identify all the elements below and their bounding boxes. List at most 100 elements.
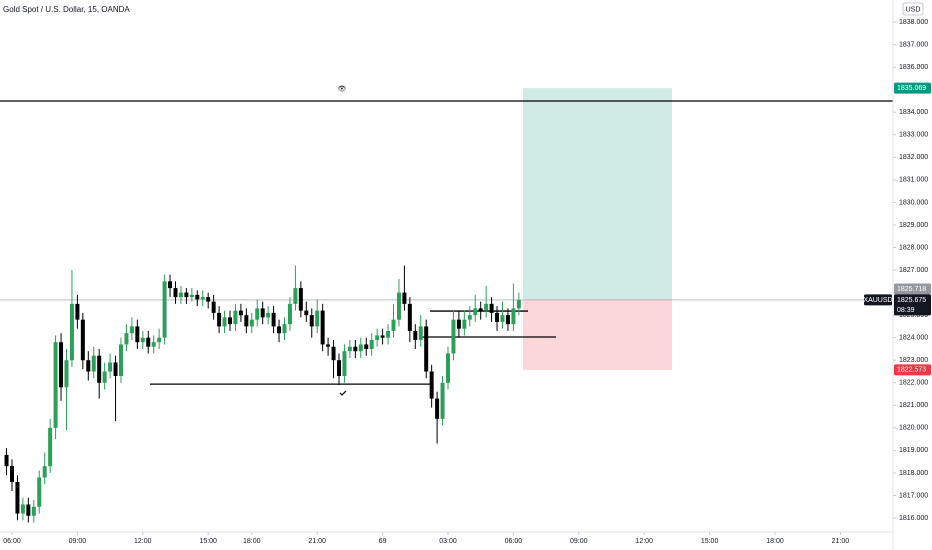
candle-body bbox=[129, 326, 134, 334]
candle-body bbox=[91, 355, 96, 372]
candle-body bbox=[298, 288, 303, 311]
candle-body bbox=[75, 303, 80, 320]
candle-body bbox=[375, 335, 380, 340]
plot-area bbox=[0, 88, 893, 523]
candle-body bbox=[467, 315, 472, 320]
currency[interactable]: USD bbox=[906, 6, 921, 13]
candle-body bbox=[315, 310, 320, 327]
stop-label: 1822.573 bbox=[897, 367, 926, 374]
x-tick-label: 69 bbox=[379, 538, 387, 545]
last-price-bg bbox=[894, 294, 931, 316]
y-tick-label: 1819.000 bbox=[899, 447, 928, 454]
axis-layer: 1816.000 1817.000 1818.000 1819.000 1820.000… bbox=[3, 19, 931, 545]
currency-box[interactable] bbox=[902, 2, 924, 16]
profit-zone bbox=[523, 88, 672, 299]
candle-body bbox=[287, 303, 292, 325]
candle-body bbox=[42, 466, 47, 478]
candle-body bbox=[206, 297, 211, 302]
y-tick-label: 1837.000 bbox=[899, 41, 928, 48]
x-tick-label: 03:00 bbox=[439, 538, 457, 545]
candle-body bbox=[336, 360, 341, 377]
candle-body bbox=[266, 312, 271, 318]
candle-body bbox=[282, 324, 287, 334]
candle-body bbox=[9, 466, 14, 482]
candle-body bbox=[304, 310, 309, 316]
loss-zone bbox=[523, 298, 672, 370]
y-tick-label: 1824.000 bbox=[899, 335, 928, 342]
x-tick-label: 06:00 bbox=[3, 538, 21, 545]
candle-body bbox=[102, 371, 107, 383]
candle-body bbox=[233, 310, 238, 325]
candle-body bbox=[64, 360, 69, 388]
eye-icon[interactable]: 👁 bbox=[338, 85, 347, 93]
x-tick-label: 12:00 bbox=[134, 538, 152, 545]
countdown: 08:39 bbox=[897, 307, 915, 314]
candle-body bbox=[217, 312, 222, 327]
y-tick-label: 1830.000 bbox=[899, 199, 928, 206]
candle-body bbox=[86, 360, 91, 372]
stop-label-bg bbox=[894, 364, 931, 376]
candle-body bbox=[451, 319, 456, 354]
candle-body bbox=[157, 337, 162, 343]
x-tick-label: 21:00 bbox=[832, 538, 850, 545]
y-tick-label: 1827.000 bbox=[899, 267, 928, 274]
candle-body bbox=[424, 326, 429, 372]
candle-body bbox=[396, 292, 401, 320]
check-icon bbox=[339, 390, 347, 396]
candle-body bbox=[31, 506, 36, 516]
candle-body bbox=[173, 288, 178, 298]
candle-body bbox=[48, 427, 53, 467]
candle-body bbox=[200, 297, 205, 300]
x-tick-label: 15:00 bbox=[199, 538, 217, 545]
y-tick-label: 1829.000 bbox=[899, 222, 928, 229]
y-tick-label: 1834.000 bbox=[899, 109, 928, 116]
candle-body bbox=[500, 315, 505, 322]
candle-body bbox=[59, 342, 64, 388]
candle-body bbox=[484, 303, 489, 311]
candle-body bbox=[108, 362, 113, 372]
candle-body bbox=[489, 303, 494, 313]
last-price-label: 1825.675 bbox=[897, 297, 926, 304]
symbol-bg bbox=[864, 294, 892, 306]
candle-body bbox=[244, 315, 249, 327]
candle-body bbox=[391, 319, 396, 331]
y-tick-label: 1821.000 bbox=[899, 402, 928, 409]
candle-body bbox=[255, 308, 260, 320]
y-tick-label: 1822.000 bbox=[899, 380, 928, 387]
candle-body bbox=[353, 346, 358, 352]
y-tick-label: 1825.000 bbox=[899, 312, 928, 319]
y-tick-label: 1817.000 bbox=[899, 492, 928, 499]
candle-body bbox=[462, 319, 467, 329]
candle-body bbox=[118, 344, 123, 377]
y-tick-label: 1816.000 bbox=[899, 515, 928, 522]
x-tick-label: 18:00 bbox=[243, 538, 261, 545]
candle-body bbox=[151, 342, 156, 347]
y-tick-label: 1820.000 bbox=[899, 425, 928, 432]
target-label: 1835.069 bbox=[897, 85, 926, 92]
candle-body bbox=[342, 351, 347, 377]
candle-body bbox=[124, 333, 129, 345]
candle-body bbox=[222, 317, 227, 327]
candle-body bbox=[473, 308, 478, 316]
candle-body bbox=[277, 326, 282, 334]
candle-body bbox=[347, 346, 352, 352]
candle-body bbox=[380, 335, 385, 338]
candle-body bbox=[211, 301, 216, 313]
x-tick-label: 15:00 bbox=[701, 538, 719, 545]
target-label-bg bbox=[894, 82, 931, 94]
y-tick-label: 1818.000 bbox=[899, 470, 928, 477]
candle-body bbox=[456, 319, 461, 329]
candle-body bbox=[511, 308, 516, 325]
candle-body bbox=[505, 315, 510, 325]
candle-body bbox=[516, 299, 521, 309]
candle-body bbox=[26, 504, 31, 516]
candle-body bbox=[309, 315, 314, 327]
candle-body bbox=[418, 326, 423, 340]
candle-body bbox=[445, 353, 450, 383]
candle-body bbox=[293, 288, 298, 304]
candle-body bbox=[97, 355, 102, 383]
candle-body bbox=[189, 294, 194, 298]
candle-body bbox=[249, 319, 254, 327]
y-tick-label: 1838.000 bbox=[899, 19, 928, 26]
